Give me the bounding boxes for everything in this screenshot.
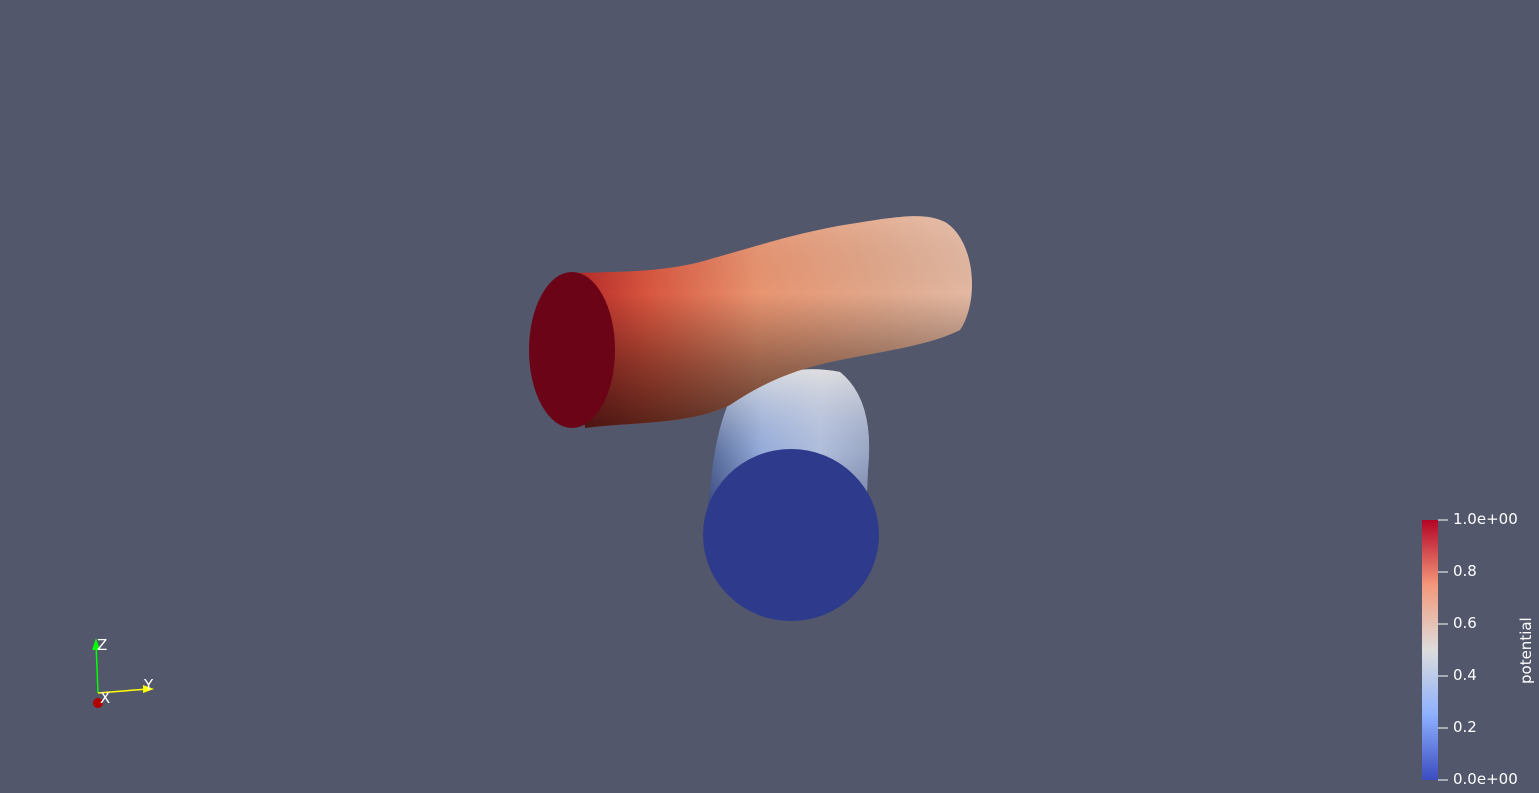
colorbar-label-max: 1.0e+00	[1453, 510, 1518, 528]
colorbar-label-min: 0.0e+00	[1453, 770, 1518, 788]
colorbar	[1422, 519, 1448, 781]
colorbar-title: potential	[1517, 617, 1535, 684]
axes-triad	[92, 638, 154, 708]
y-axis-line	[97, 688, 149, 694]
z-axis-line	[95, 642, 99, 694]
x-axis-marker	[93, 698, 103, 708]
y-axis-arrow	[143, 685, 154, 693]
colorbar-label: 0.6	[1453, 614, 1477, 632]
lower-tube-end-cap	[703, 449, 879, 621]
z-axis-arrow	[92, 638, 100, 650]
upper-tube-end-cap	[529, 272, 615, 428]
y-axis-label: Y	[144, 676, 154, 694]
colorbar-label: 0.2	[1453, 718, 1477, 736]
colorbar-label: 0.4	[1453, 666, 1477, 684]
upper-tube-shading	[570, 216, 972, 428]
lower-tube[interactable]	[703, 369, 879, 621]
z-axis-label: Z	[97, 636, 108, 654]
x-axis-label: X	[100, 689, 111, 707]
upper-tube[interactable]	[529, 216, 972, 428]
colorbar-label: 0.8	[1453, 562, 1477, 580]
colorbar-gradient	[1422, 520, 1438, 780]
